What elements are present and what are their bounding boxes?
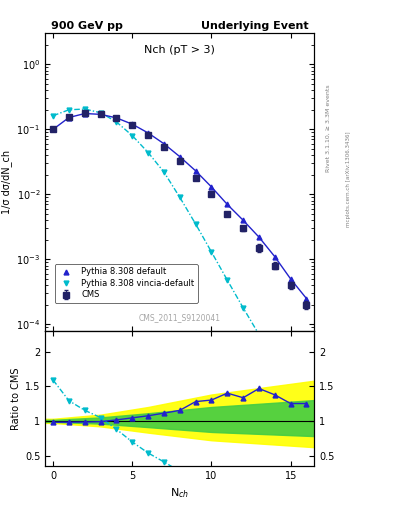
Pythia 8.308 vincia-default xyxy=(178,194,182,200)
Line: Pythia 8.308 default: Pythia 8.308 default xyxy=(51,111,309,301)
Text: 900 GeV pp: 900 GeV pp xyxy=(51,20,123,31)
Pythia 8.308 default xyxy=(130,121,135,127)
Text: Nch (pT > 3): Nch (pT > 3) xyxy=(144,45,215,55)
Text: Underlying Event: Underlying Event xyxy=(201,20,309,31)
Pythia 8.308 default xyxy=(288,276,293,282)
Y-axis label: Ratio to CMS: Ratio to CMS xyxy=(11,367,21,430)
Pythia 8.308 vincia-default xyxy=(66,106,71,113)
Pythia 8.308 vincia-default xyxy=(51,113,55,119)
Line: Pythia 8.308 vincia-default: Pythia 8.308 vincia-default xyxy=(51,106,309,418)
Pythia 8.308 default xyxy=(241,217,246,223)
Pythia 8.308 vincia-default xyxy=(257,331,261,337)
Pythia 8.308 vincia-default xyxy=(193,221,198,227)
Pythia 8.308 vincia-default xyxy=(83,106,87,112)
Pythia 8.308 vincia-default xyxy=(209,249,214,255)
Pythia 8.308 default xyxy=(162,141,166,147)
Pythia 8.308 default xyxy=(98,111,103,117)
Pythia 8.308 default xyxy=(304,295,309,302)
Pythia 8.308 default xyxy=(51,126,55,133)
Pythia 8.308 default xyxy=(83,111,87,117)
Pythia 8.308 vincia-default xyxy=(146,150,151,156)
Pythia 8.308 vincia-default xyxy=(130,133,135,139)
Pythia 8.308 default xyxy=(66,115,71,121)
Text: Rivet 3.1.10, ≥ 3.3M events: Rivet 3.1.10, ≥ 3.3M events xyxy=(326,84,331,172)
Pythia 8.308 default xyxy=(193,168,198,174)
Text: mcplots.cern.ch [arXiv:1306.3436]: mcplots.cern.ch [arXiv:1306.3436] xyxy=(346,132,351,227)
Pythia 8.308 vincia-default xyxy=(225,277,230,283)
Pythia 8.308 vincia-default xyxy=(272,358,277,365)
Pythia 8.308 default xyxy=(209,184,214,190)
Y-axis label: 1/σ dσ/dN_ch: 1/σ dσ/dN_ch xyxy=(1,150,12,214)
Text: CMS_2011_S9120041: CMS_2011_S9120041 xyxy=(139,313,221,322)
Legend: Pythia 8.308 default, Pythia 8.308 vincia-default, CMS: Pythia 8.308 default, Pythia 8.308 vinci… xyxy=(55,264,198,303)
Pythia 8.308 vincia-default xyxy=(162,169,166,175)
Pythia 8.308 vincia-default xyxy=(288,387,293,393)
Pythia 8.308 default xyxy=(146,130,151,136)
Pythia 8.308 default xyxy=(257,234,261,240)
Pythia 8.308 default xyxy=(225,201,230,207)
Pythia 8.308 vincia-default xyxy=(114,119,119,125)
Pythia 8.308 default xyxy=(178,154,182,160)
Pythia 8.308 vincia-default xyxy=(241,305,246,311)
Pythia 8.308 vincia-default xyxy=(304,412,309,418)
Pythia 8.308 default xyxy=(114,115,119,121)
Pythia 8.308 vincia-default xyxy=(98,110,103,116)
Pythia 8.308 default xyxy=(272,253,277,260)
X-axis label: N$_{ch}$: N$_{ch}$ xyxy=(170,486,189,500)
